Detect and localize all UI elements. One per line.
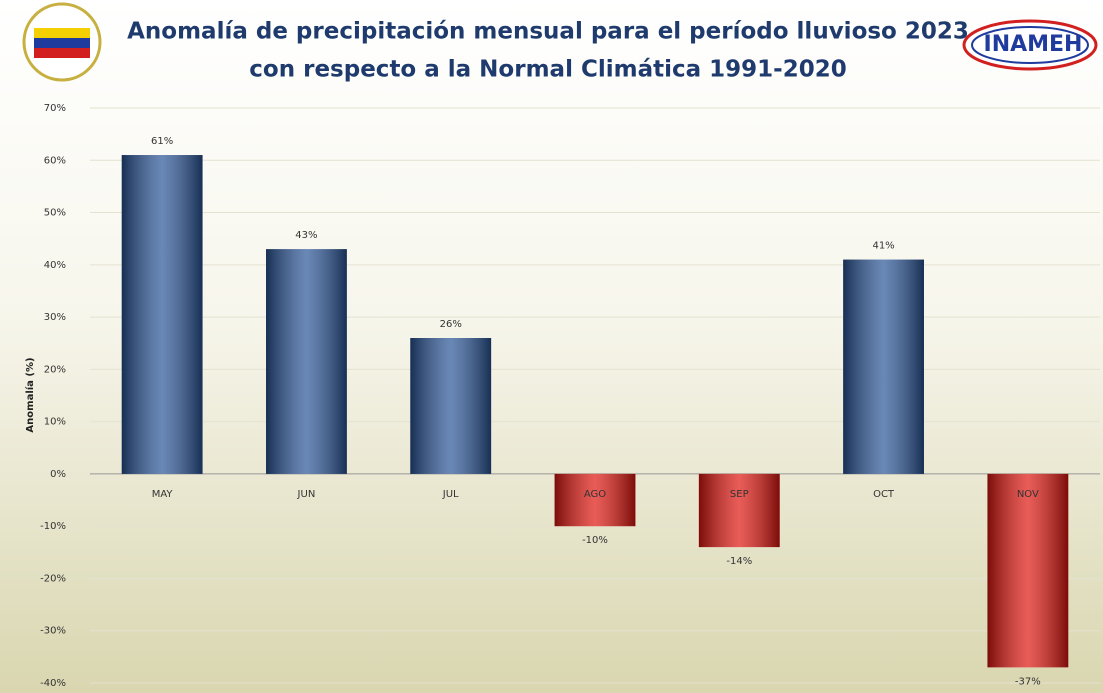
bar (554, 473, 636, 527)
x-tick-label: NOV (1017, 489, 1039, 500)
bar (843, 259, 924, 474)
data-label: 61% (151, 136, 173, 147)
data-label: -37% (1015, 676, 1041, 687)
right-logo: INAMEH (962, 19, 1098, 71)
chart-subtitle: con respecto a la Normal Climática 1991-… (249, 57, 846, 83)
logo-text: INAMEH (984, 32, 1083, 57)
y-tick-label: 10% (44, 417, 66, 428)
x-tick-label: JUL (442, 489, 459, 500)
bar (121, 155, 203, 474)
y-tick-label: 0% (50, 469, 66, 480)
y-tick-label: -10% (40, 521, 66, 532)
x-tick-label: SEP (730, 489, 749, 500)
bar (410, 338, 492, 474)
y-tick-label: 20% (44, 364, 66, 375)
data-label: -10% (582, 535, 608, 546)
y-tick-label: 50% (44, 208, 66, 219)
chart-title: Anomalía de precipitación mensual para e… (127, 19, 969, 45)
data-label: 26% (440, 319, 462, 330)
y-tick-label: -30% (40, 626, 66, 637)
x-tick-label: JUN (297, 489, 316, 500)
y-axis-label: Anomalía (%) (24, 357, 36, 432)
y-tick-label: 60% (44, 155, 66, 166)
y-tick-label: 40% (44, 260, 66, 271)
data-label: 41% (872, 241, 894, 252)
left-logo (22, 2, 102, 82)
y-tick-label: 30% (44, 312, 66, 323)
y-tick-label: -20% (40, 573, 66, 584)
x-tick-label: MAY (152, 489, 174, 500)
data-label: 43% (295, 230, 317, 241)
y-tick-label: 70% (44, 103, 66, 114)
bar (987, 473, 1069, 668)
data-label: -14% (726, 556, 752, 567)
bar (266, 249, 347, 474)
x-tick-label: OCT (873, 489, 895, 500)
y-tick-label: -40% (40, 678, 66, 689)
bar (698, 473, 780, 548)
x-tick-label: AGO (584, 489, 606, 500)
